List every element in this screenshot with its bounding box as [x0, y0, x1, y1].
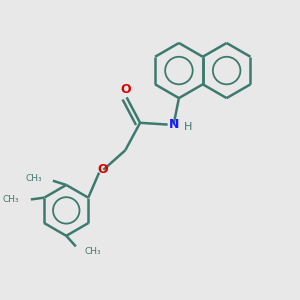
Text: O: O — [121, 83, 131, 96]
Text: CH₃: CH₃ — [26, 174, 42, 183]
Text: CH₃: CH₃ — [85, 247, 102, 256]
Text: CH₃: CH₃ — [3, 195, 20, 204]
Text: O: O — [97, 163, 108, 176]
Text: N: N — [168, 118, 179, 131]
Text: H: H — [184, 122, 193, 132]
